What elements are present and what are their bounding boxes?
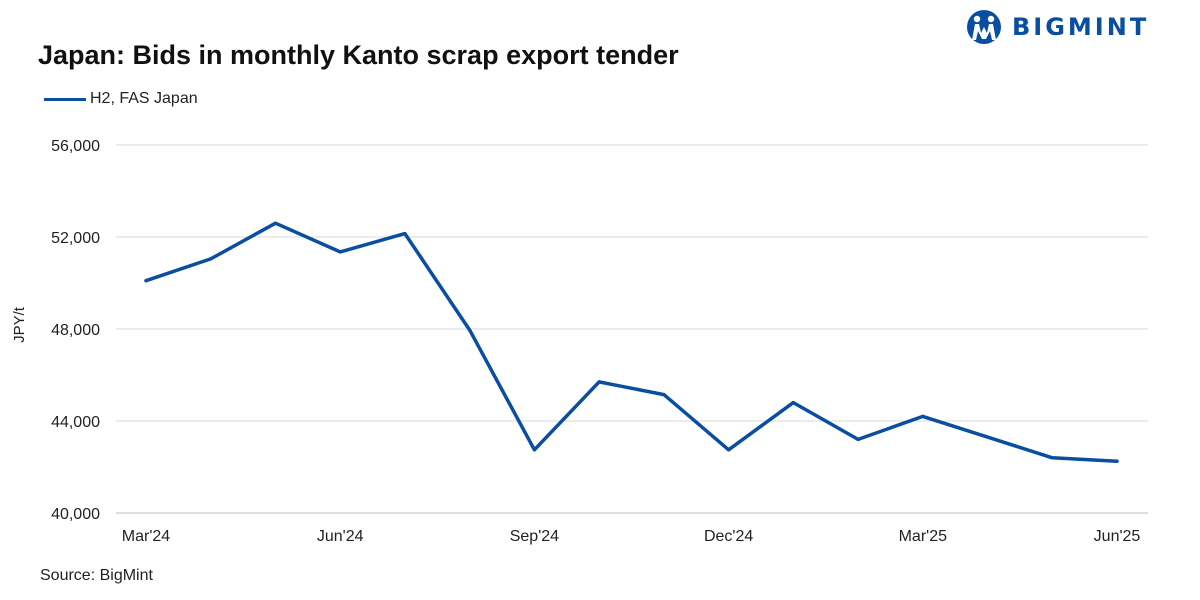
data-point [921, 414, 925, 418]
x-tick-label: Dec'24 [704, 528, 753, 545]
x-tick-label: Jun'24 [317, 528, 364, 545]
y-tick-label: 44,000 [51, 414, 100, 431]
data-point [273, 221, 278, 225]
y-axis-label: JPY/t [11, 306, 28, 343]
data-point [403, 231, 407, 236]
data-point [209, 257, 213, 261]
y-tick-label: 56,000 [51, 138, 100, 155]
x-tick-label: Mar'24 [122, 528, 171, 545]
source-note: Source: BigMint [40, 567, 153, 584]
x-tick-label: Mar'25 [899, 528, 948, 545]
data-point [985, 435, 990, 439]
y-tick-label: 40,000 [51, 506, 100, 523]
legend: H2, FAS Japan [44, 90, 198, 108]
data-point [1050, 456, 1054, 460]
y-tick-label: 52,000 [51, 230, 100, 247]
y-tick-label: 48,000 [51, 322, 100, 339]
legend-label: H2, FAS Japan [90, 90, 198, 107]
brand-logo: BIGMINT [966, 8, 1149, 46]
chart-title: Japan: Bids in monthly Kanto scrap expor… [38, 40, 679, 70]
legend-swatch [44, 97, 86, 101]
data-point [727, 448, 731, 452]
bigmint-globe-icon [967, 10, 1001, 44]
data-point [144, 279, 148, 283]
brand-name: BIGMINT [1012, 13, 1150, 41]
data-point [791, 401, 795, 405]
data-point [1115, 459, 1119, 463]
series-line [144, 221, 1119, 464]
data-point [532, 448, 537, 452]
data-point [856, 437, 860, 441]
data-point [597, 380, 601, 384]
data-point [662, 392, 666, 397]
x-tick-label: Jun'25 [1094, 528, 1141, 545]
data-point [338, 250, 342, 254]
x-tick-label: Sep'24 [510, 528, 559, 545]
data-point [468, 328, 472, 332]
